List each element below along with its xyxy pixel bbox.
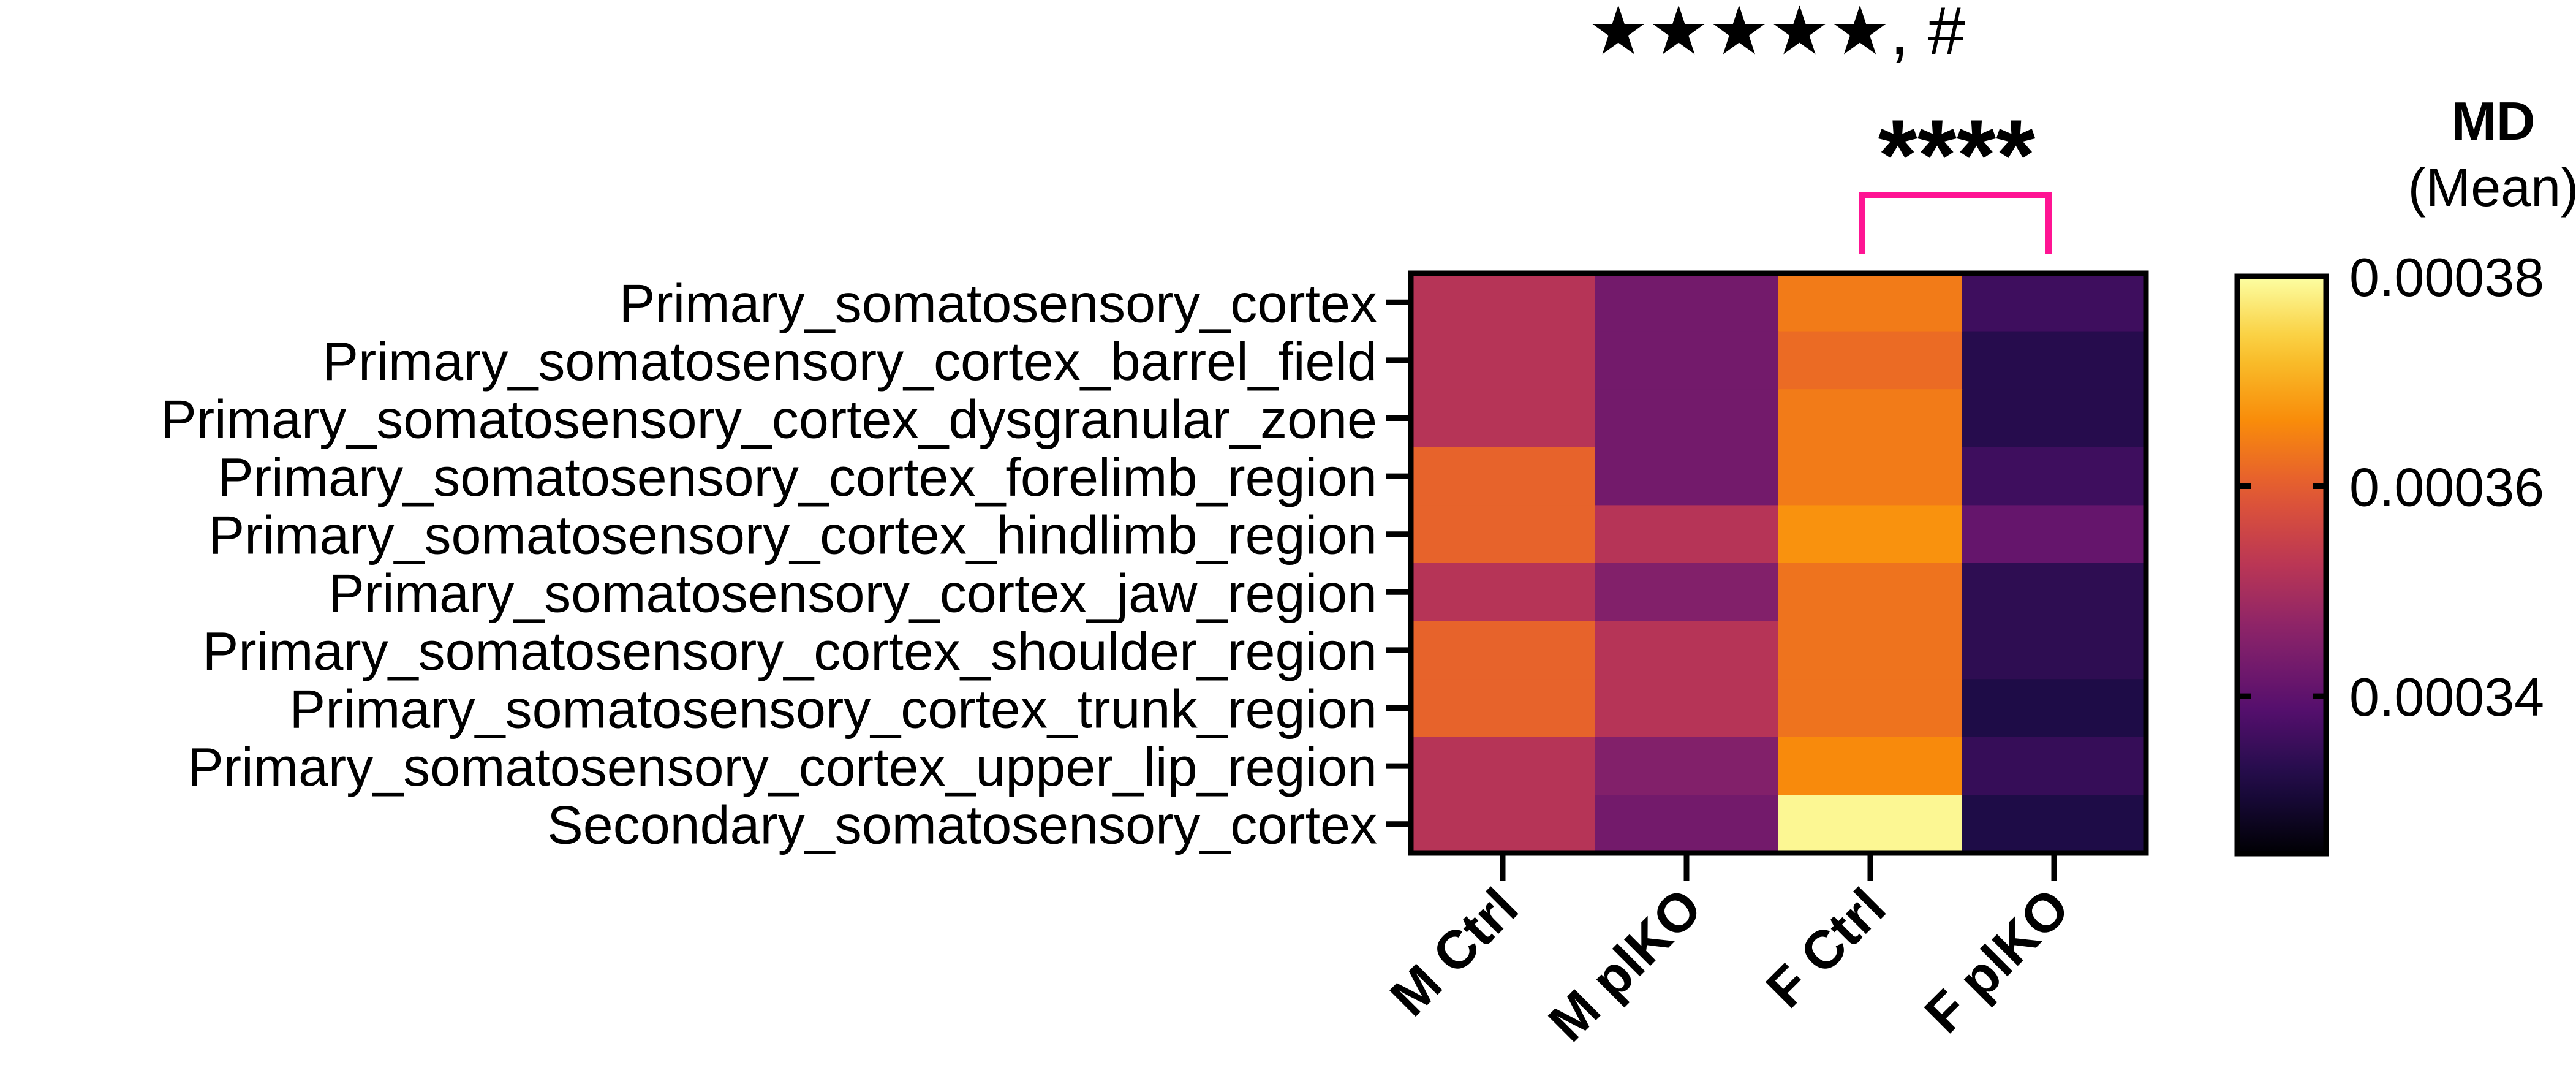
heatmap-cell [1778,621,1963,680]
heatmap-cell [1778,447,1963,506]
heatmap-cell [1595,737,1779,795]
heatmap-cell [1778,505,1963,564]
column-label-f-plko: F plKO [1913,876,2080,1044]
row-label-primary-somatosensory-cortex: Primary_somatosensory_cortex [619,273,1377,333]
heatmap-cell [1411,621,1595,680]
heatmap-cell [1411,563,1595,622]
column-label-m-ctrl: M Ctrl [1378,876,1529,1027]
heatmap-cell [1778,563,1963,622]
heatmap-cell [1411,447,1595,506]
row-label-primary-somatosensory-cortex-trunk-region: Primary_somatosensory_cortex_trunk_regio… [290,679,1377,740]
colorbar-tick-label: 0.00036 [2349,457,2544,518]
significance-bracket: **** [1859,99,2052,254]
heatmap-cell [1595,621,1779,680]
heatmap-cell [1778,331,1963,390]
significance-bracket-line [1859,192,2052,254]
row-label-primary-somatosensory-cortex-forelimb-region: Primary_somatosensory_cortex_forelimb_re… [217,447,1377,507]
heatmap-cell [1962,331,2147,390]
heatmap-cell [1962,679,2147,738]
top-symbols-annotation: ★★★★★, # [1588,0,1965,69]
heatmap-cell [1962,505,2147,564]
heatmap-cell [1962,389,2147,448]
plot-frame [1408,270,2149,856]
heatmap-cell [1411,389,1595,448]
row-axis: Primary_somatosensory_cortexPrimary_soma… [161,273,1411,855]
row-label-secondary-somatosensory-cortex: Secondary_somatosensory_cortex [547,795,1377,855]
column-label-m-plko: M plKO [1537,876,1713,1053]
heatmap-cell [1595,389,1779,448]
row-label-primary-somatosensory-cortex-shoulder-region: Primary_somatosensory_cortex_shoulder_re… [203,621,1377,681]
colorbar-subtitle: (Mean) [2408,157,2576,218]
column-axis: M Ctrl M plKO F Ctrl F plKO [1378,853,2080,1053]
column-label-f-ctrl: F Ctrl [1754,876,1897,1018]
heatmap-cell [1962,621,2147,680]
heatmap-cell [1778,389,1963,448]
colorbar-tick-label: 0.00038 [2349,247,2544,308]
heatmap-cell [1962,737,2147,795]
heatmap-cell [1595,505,1779,564]
heatmap-cell [1962,273,2147,332]
significance-stars: **** [1878,99,2036,211]
heatmap-cell [1595,273,1779,332]
colorbar-title: MD [2452,91,2536,151]
heatmap-cell [1962,795,2147,854]
colorbar-ticks: 0.00034 0.00036 0.00038 [2237,247,2544,727]
heatmap-cell [1411,331,1595,390]
heatmap-cell [1411,679,1595,738]
heatmap-cell [1595,563,1779,622]
heatmap-cell [1595,447,1779,506]
heatmap-cell [1778,679,1963,738]
row-label-primary-somatosensory-cortex-dysgranular-zone: Primary_somatosensory_cortex_dysgranular… [161,389,1377,450]
heatmap-cell [1778,737,1963,795]
heatmap-cell [1595,679,1779,738]
heatmap-cell [1595,331,1779,390]
row-label-primary-somatosensory-cortex-hindlimb-region: Primary_somatosensory_cortex_hindlimb_re… [208,505,1377,566]
heatmap-cell [1411,273,1595,332]
row-label-primary-somatosensory-cortex-jaw-region: Primary_somatosensory_cortex_jaw_region [328,563,1377,623]
heatmap-cell [1962,447,2147,506]
heatmap-cell [1411,737,1595,795]
heatmap-cell [1778,795,1963,854]
heatmap-cell [1411,795,1595,854]
row-label-primary-somatosensory-cortex-upper-lip-region: Primary_somatosensory_cortex_upper_lip_r… [187,737,1377,797]
row-label-primary-somatosensory-cortex-barrel-field: Primary_somatosensory_cortex_barrel_fiel… [322,331,1377,392]
heatmap-cells [1411,273,2147,854]
heatmap-cell [1595,795,1779,854]
heatmap-cell [1778,273,1963,332]
heatmap-cell [1962,563,2147,622]
colorbar [2234,273,2329,857]
colorbar-tick-label: 0.00034 [2349,667,2544,727]
heatmap-cell [1411,505,1595,564]
